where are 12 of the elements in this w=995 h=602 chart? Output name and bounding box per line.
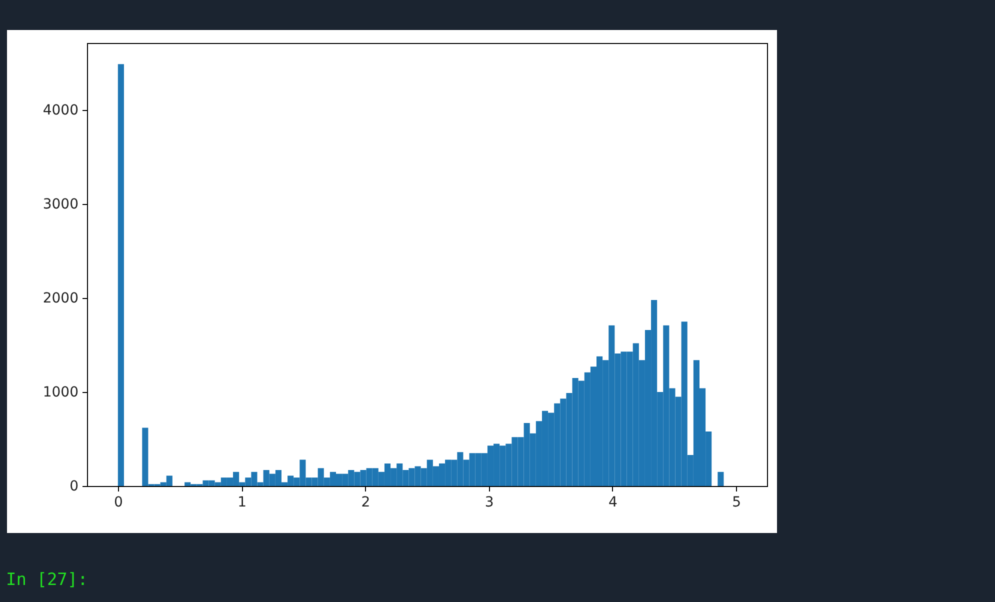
y-tick-label: 3000 bbox=[42, 196, 78, 213]
y-tick-label: 2000 bbox=[42, 290, 78, 307]
y-tick-label: 4000 bbox=[42, 102, 78, 119]
x-tick-label: 5 bbox=[732, 494, 742, 510]
x-tick-label: 0 bbox=[114, 494, 123, 510]
x-tick-label: 4 bbox=[608, 494, 618, 510]
x-tick-label: 3 bbox=[484, 494, 494, 510]
y-tick-label: 1000 bbox=[42, 384, 78, 401]
y-tick-label: 0 bbox=[70, 478, 78, 494]
x-tick-label: 1 bbox=[238, 494, 247, 510]
x-tick-label: 2 bbox=[361, 494, 370, 510]
text: In [27]: bbox=[6, 570, 88, 590]
